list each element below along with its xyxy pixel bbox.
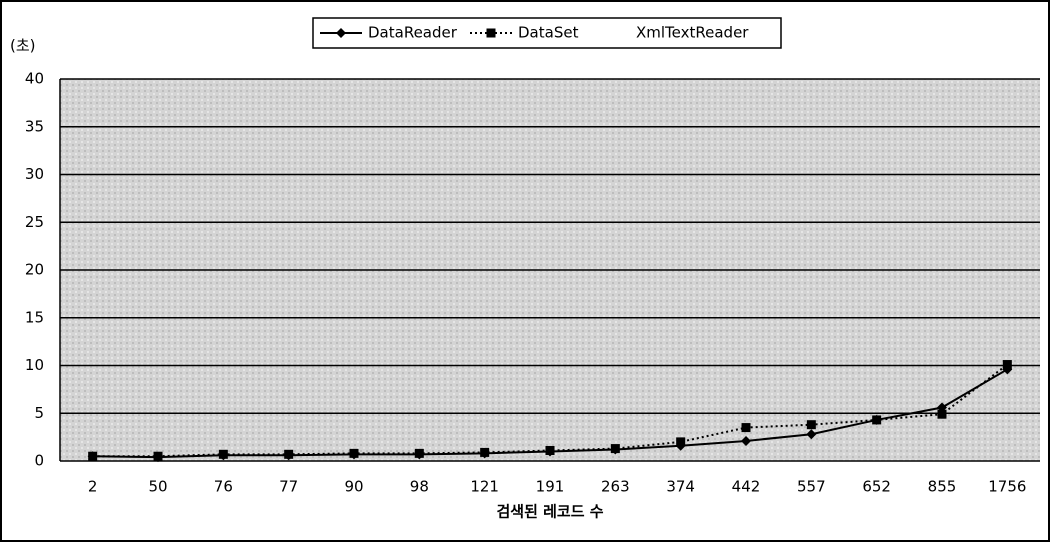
x-tick-label: 855 — [928, 478, 957, 496]
marker — [284, 449, 294, 459]
y-unit-label: (초) — [10, 37, 36, 55]
x-tick-label: 374 — [666, 478, 695, 496]
x-tick-label: 77 — [279, 478, 298, 496]
x-tick-label: 652 — [862, 478, 891, 496]
marker — [676, 437, 686, 447]
marker — [88, 451, 98, 461]
x-tick-label: 557 — [797, 478, 826, 496]
marker — [486, 28, 496, 38]
marker — [336, 28, 346, 38]
x-tick-label: 76 — [214, 478, 233, 496]
x-tick-label: 98 — [410, 478, 429, 496]
x-tick-label: 90 — [344, 478, 363, 496]
marker — [937, 409, 947, 419]
marker — [218, 449, 228, 459]
x-tick-label: 121 — [470, 478, 499, 496]
legend-label: DataReader — [368, 24, 458, 42]
marker — [414, 448, 424, 458]
y-tick-label: 10 — [25, 356, 44, 374]
x-axis-label: 검색된 레코드 수 — [496, 503, 603, 521]
legend-label: XmlTextReader — [636, 24, 749, 42]
marker — [741, 435, 751, 446]
x-tick-label: 50 — [148, 478, 167, 496]
x-tick-label: 2 — [88, 478, 98, 496]
marker — [872, 415, 882, 425]
y-tick-label: 30 — [25, 165, 44, 183]
marker — [1002, 360, 1012, 370]
marker — [153, 451, 163, 461]
x-tick-label: 442 — [732, 478, 761, 496]
y-tick-label: 25 — [25, 213, 44, 231]
marker — [741, 423, 751, 433]
y-tick-label: 15 — [25, 308, 44, 326]
marker — [545, 445, 555, 455]
legend-label: DataSet — [518, 24, 579, 42]
x-tick-label: 1756 — [988, 478, 1026, 496]
x-tick-label: 263 — [601, 478, 630, 496]
marker — [610, 444, 620, 454]
legend — [312, 17, 782, 49]
y-tick-label: 5 — [34, 404, 44, 422]
y-tick-label: 20 — [25, 261, 44, 279]
marker — [806, 420, 816, 430]
marker — [806, 429, 817, 440]
marker — [480, 447, 490, 457]
y-tick-label: 0 — [34, 452, 44, 470]
x-tick-label: 191 — [536, 478, 565, 496]
marker — [349, 448, 359, 458]
y-tick-label: 40 — [25, 70, 44, 88]
y-tick-label: 35 — [25, 117, 44, 135]
